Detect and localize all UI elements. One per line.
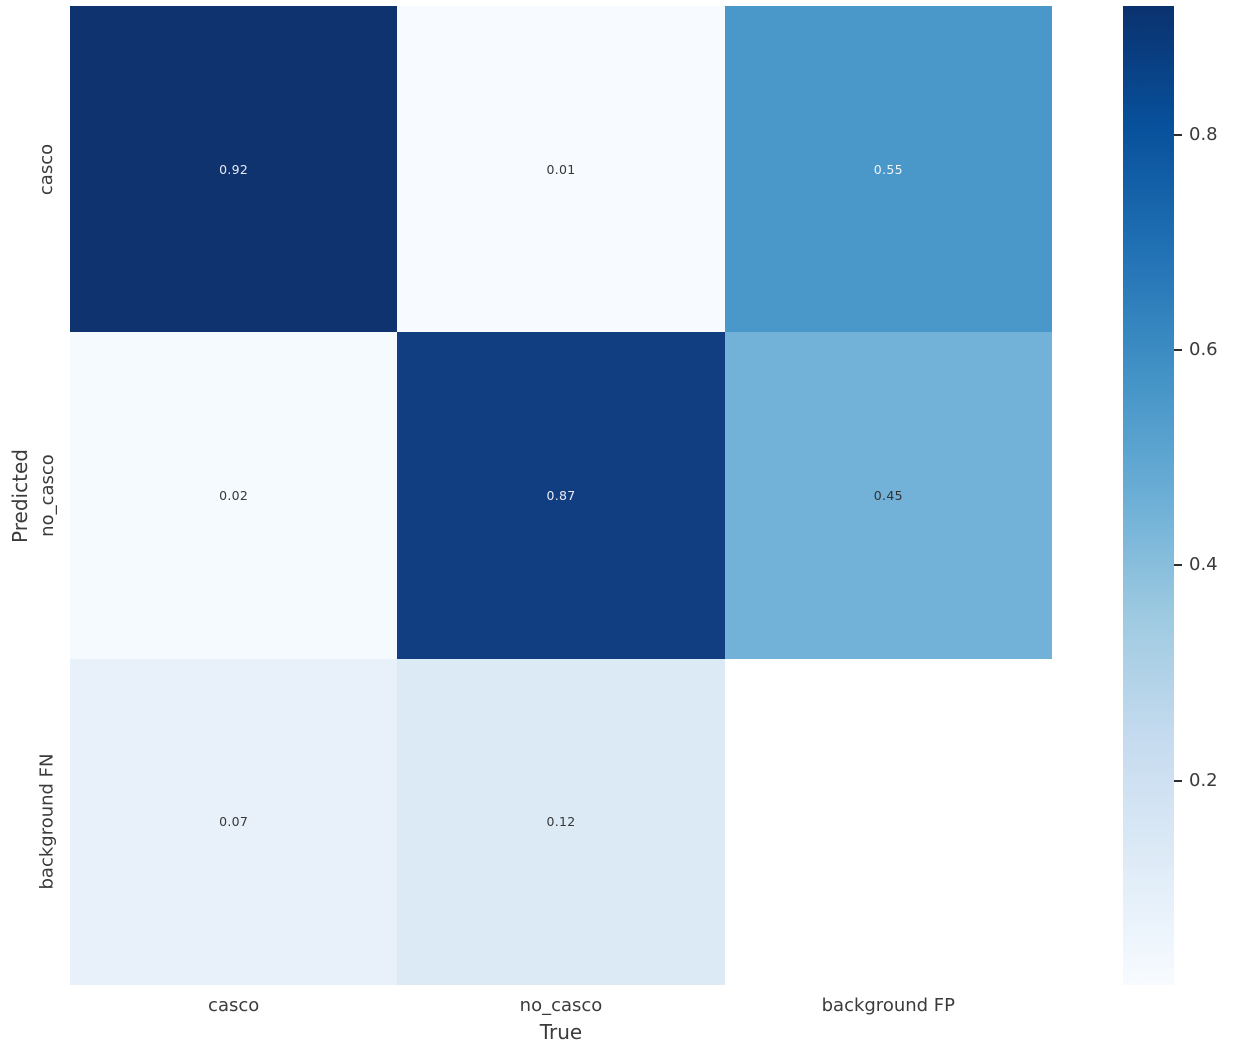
colorbar-gradient	[1123, 6, 1174, 985]
colorbar-tick-mark	[1174, 564, 1182, 566]
colorbar-tick-label: 0.8	[1189, 124, 1218, 146]
y-tick-label: background FN	[36, 753, 58, 890]
colorbar-tick-mark	[1174, 780, 1182, 782]
y-tick-2: background FN	[34, 659, 60, 985]
heatmap-cell-2-0: 0.07	[70, 658, 398, 985]
x-tick-label: no_casco	[519, 995, 603, 1016]
cell-annotation: 0.12	[546, 814, 576, 830]
y-tick-0: casco	[34, 6, 60, 332]
cell-annotation: 0.07	[219, 814, 249, 830]
colorbar-tick-mark	[1174, 134, 1182, 136]
y-tick-label: casco	[36, 143, 58, 195]
y-axis-label-container: Predicted	[6, 6, 34, 985]
colorbar-tick-label: 0.6	[1189, 339, 1218, 361]
colorbar-tick-mark	[1174, 349, 1182, 351]
x-axis-label: True	[539, 1020, 583, 1044]
heatmap-cell-2-1: 0.12	[397, 658, 725, 985]
x-axis-label-container: True	[70, 1020, 1052, 1044]
heatmap-cell-0-2: 0.55	[724, 6, 1052, 333]
heatmap-cell-0-1: 0.01	[397, 6, 725, 333]
heatmap-cell-1-0: 0.02	[70, 332, 398, 659]
heatmap-grid: 0.92 0.01 0.55 0.02 0.87 0.45 0.07 0.12	[70, 6, 1052, 985]
cell-annotation: 0.02	[219, 487, 249, 503]
heatmap-cell-1-1: 0.87	[397, 332, 725, 659]
colorbar-tick-label: 0.2	[1189, 770, 1218, 792]
y-axis-label: Predicted	[8, 448, 33, 543]
x-tick-label: background FP	[821, 995, 956, 1016]
y-tick-label: no_casco	[36, 454, 58, 537]
heatmap-cell-0-0: 0.92	[70, 6, 398, 333]
colorbar: 0.8 0.6 0.4 0.2	[1123, 6, 1218, 985]
cell-annotation: 0.92	[219, 161, 249, 177]
y-tick-1: no_casco	[34, 332, 60, 658]
x-axis-tick-labels: casco no_casco background FP	[70, 995, 1052, 1016]
cell-annotation: 0.55	[873, 161, 903, 177]
heatmap-cell-1-2: 0.45	[724, 332, 1052, 659]
cell-annotation: 0.01	[546, 161, 576, 177]
colorbar-tick-label: 0.4	[1189, 554, 1218, 576]
cell-annotation: 0.87	[546, 487, 576, 503]
cell-annotation: 0.45	[873, 487, 903, 503]
heatmap-cell-2-2	[724, 658, 1052, 985]
x-tick-label: casco	[208, 995, 260, 1016]
y-axis-tick-labels: casco no_casco background FN	[34, 6, 60, 985]
